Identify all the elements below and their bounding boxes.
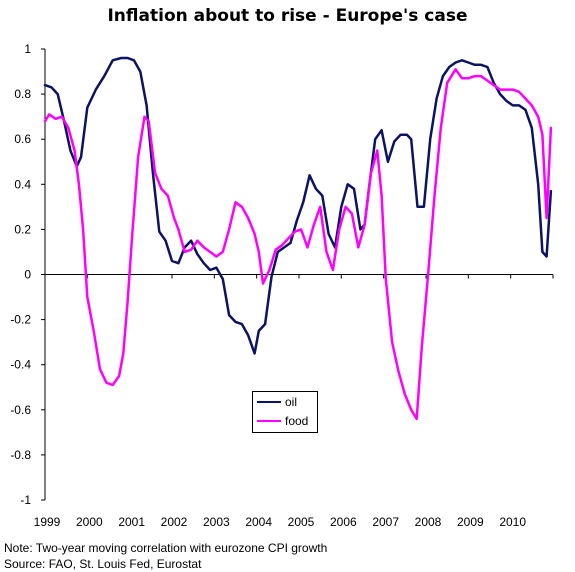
x-tick-label: 2001 <box>118 515 145 529</box>
legend-label-food: food <box>285 414 309 428</box>
x-tick-label: 1999 <box>34 515 61 529</box>
y-tick-label: 0 <box>24 268 31 282</box>
y-tick-label: 0.6 <box>14 132 31 146</box>
x-tick-label: 2008 <box>415 515 442 529</box>
chart-title: Inflation about to rise - Europe's case <box>107 6 468 26</box>
y-tick-label: -0.4 <box>10 358 31 372</box>
x-tick-label: 2009 <box>457 515 484 529</box>
note-text: Note: Two-year moving correlation with e… <box>4 541 328 555</box>
legend-item-oil: oil <box>257 395 297 409</box>
y-tick-label: 0.8 <box>14 87 31 101</box>
legend: oil food <box>252 391 318 433</box>
y-tick-label: 0.4 <box>14 177 31 191</box>
y-tick-label: -0.2 <box>10 313 31 327</box>
x-tick-label: 2006 <box>330 515 357 529</box>
x-tick-label: 2010 <box>499 515 526 529</box>
y-tick-label: 1 <box>24 42 31 56</box>
legend-label-oil: oil <box>285 395 298 409</box>
y-tick-label: 0.2 <box>14 222 31 236</box>
chart-notes: Note: Two-year moving correlation with e… <box>4 540 327 572</box>
source-text: Source: FAO, St. Louis Fed, Eurostat <box>4 557 202 571</box>
x-tick-label: 2004 <box>245 515 272 529</box>
legend-swatch-oil <box>257 401 281 403</box>
legend-swatch-food <box>257 420 281 422</box>
series-line-food <box>43 68 553 421</box>
legend-item-food: food <box>257 414 308 428</box>
x-tick-label: 2000 <box>76 515 103 529</box>
x-axis-ticks: 1999 2000 2001 2002 2003 2004 2005 2006 2007 2008… <box>34 274 554 529</box>
series-line-oil <box>43 56 553 355</box>
y-tick-label: -1 <box>20 493 31 507</box>
x-tick-label: 2003 <box>203 515 230 529</box>
x-tick-label: 2002 <box>161 515 188 529</box>
y-tick-label: -0.6 <box>10 403 31 417</box>
y-axis-ticks: 1 0.8 0.6 0.4 0.2 0 -0.2 -0.4 -0.6 -0.8 -1 <box>10 42 45 507</box>
x-tick-label: 2007 <box>372 515 399 529</box>
chart-series <box>43 56 553 421</box>
x-tick-label: 2005 <box>288 515 315 529</box>
y-tick-label: -0.8 <box>10 448 31 462</box>
